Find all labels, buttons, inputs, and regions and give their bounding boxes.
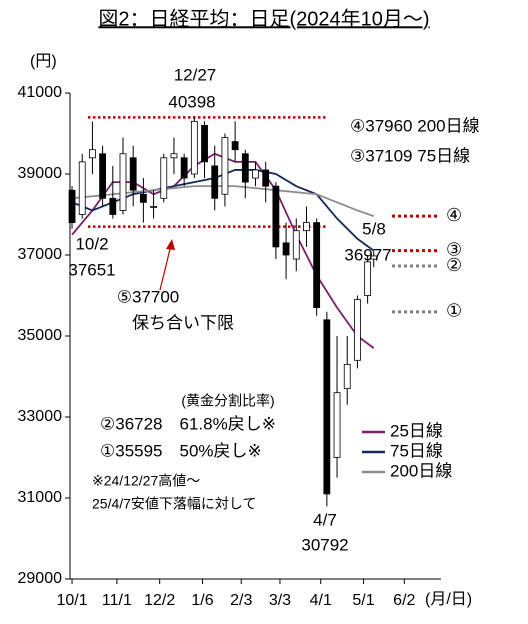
level-label: ① <box>446 301 462 321</box>
candle-body <box>190 120 198 175</box>
x-tick-label: 10/1 <box>56 592 87 609</box>
x-tick-label: 2/3 <box>230 592 252 609</box>
candle-body <box>364 261 372 296</box>
candle-body <box>282 242 290 256</box>
candle-body <box>68 189 76 223</box>
candle-body <box>323 319 331 495</box>
annotation: ※24/12/27高値～ <box>92 473 200 489</box>
annotation: ⑤37700 <box>117 287 180 306</box>
candle-body <box>170 153 178 159</box>
candle-body <box>99 153 107 199</box>
candle-body <box>119 153 127 211</box>
legend-label: 75日線 <box>390 441 443 460</box>
y-tick-label: 29000 <box>18 570 63 587</box>
candle-body <box>78 161 86 215</box>
candle-body <box>89 149 96 159</box>
candle-body <box>211 165 219 199</box>
level-label: ③ <box>446 239 462 259</box>
annotation: 保ち合い下限 <box>132 313 234 332</box>
x-tick-label: 5/1 <box>352 592 374 609</box>
candle-body <box>201 125 208 163</box>
candle-body <box>231 141 239 151</box>
candle-body <box>354 299 361 361</box>
y-unit: (円) <box>30 53 57 70</box>
x-tick-label: 3/3 <box>269 592 291 609</box>
y-tick-label: 37000 <box>18 246 63 263</box>
candle-body <box>180 157 188 179</box>
candle-body <box>313 222 321 309</box>
candle-body <box>139 193 147 203</box>
candle-body <box>252 169 259 179</box>
candle-body <box>109 197 117 215</box>
x-unit: (月/日) <box>425 591 472 608</box>
candle-body <box>262 169 270 187</box>
x-tick-label: 6/2 <box>393 592 415 609</box>
arrow <box>159 244 172 291</box>
y-tick-label: 39000 <box>18 165 63 182</box>
candle-body <box>241 153 249 183</box>
annotation: ④37960 200日線 <box>350 116 480 135</box>
annotation: 36977 <box>344 245 391 264</box>
level-label: ② <box>446 255 462 275</box>
y-tick-label: 35000 <box>18 327 63 344</box>
x-tick-label: 11/1 <box>102 592 132 609</box>
candle-body <box>333 392 341 458</box>
annotation: 25/4/7安値下落幅に対して <box>92 496 257 512</box>
annotation: 5/8 <box>362 219 386 238</box>
x-tick-label: 1/6 <box>191 592 213 609</box>
candle-body <box>221 137 229 195</box>
y-tick-label: 33000 <box>18 408 63 425</box>
y-tick-label: 31000 <box>18 489 63 506</box>
legend-label: 200日線 <box>390 461 452 480</box>
candle-body <box>292 230 300 260</box>
annotation: ①35595 50%戻し※ <box>100 441 262 460</box>
legend-label: 25日線 <box>390 421 443 440</box>
candle-body <box>303 222 310 232</box>
annotation: ②36728 61.8%戻し※ <box>100 414 276 433</box>
level-label: ④ <box>446 205 462 225</box>
annotation: 12/27 <box>174 65 217 84</box>
candle-body <box>272 185 280 248</box>
y-tick-label: 41000 <box>18 84 63 101</box>
candle-body <box>150 205 157 208</box>
chart-title: 図2：日経平均：日足(2024年10月～) <box>98 7 429 30</box>
annotation: 10/2 <box>75 234 108 253</box>
x-tick-label: 12/2 <box>144 592 175 609</box>
annotation: 40398 <box>168 92 215 111</box>
annotation: 30792 <box>301 535 348 554</box>
candle-body <box>370 255 378 260</box>
annotation: 4/7 <box>313 510 337 529</box>
arrow-head <box>166 239 175 250</box>
candle-body <box>160 157 168 199</box>
annotation: ③37109 75日線 <box>350 146 470 165</box>
annotation: 37651 <box>68 260 115 279</box>
candle-body <box>343 363 351 390</box>
x-tick-label: 4/1 <box>310 592 332 609</box>
candle-body <box>129 157 137 191</box>
annotation: (黄金分割比率) <box>181 393 274 409</box>
